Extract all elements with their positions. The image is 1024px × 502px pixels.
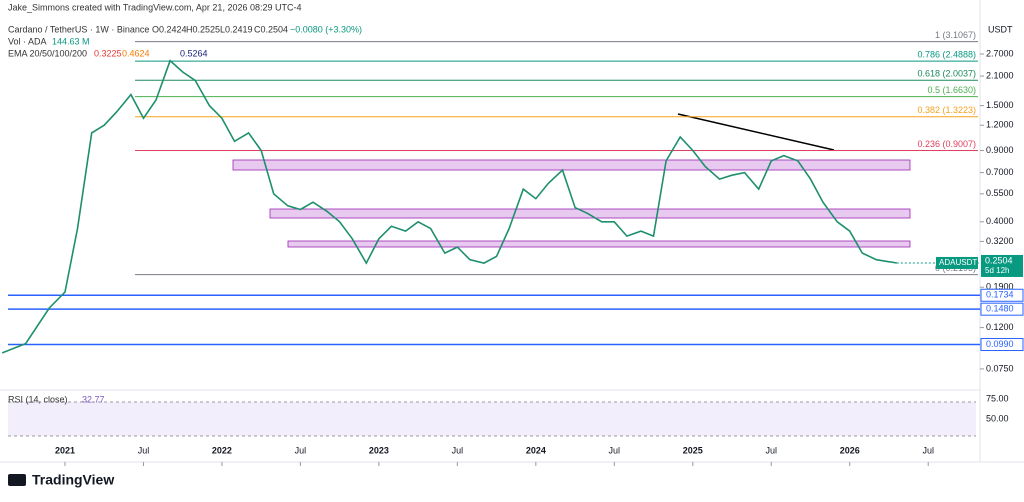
resistance-zone [269, 208, 911, 219]
x-tick-label: Jul [138, 445, 150, 455]
rsi-value: 32.77 [82, 394, 105, 404]
vol-value: 144.63 M [52, 36, 90, 46]
y-tick-label: 1.5000 [986, 100, 1014, 110]
ema-label: EMA 20/50/100/200 [8, 48, 87, 58]
rsi-tick: 75.00 [986, 393, 1009, 403]
resistance-zone [287, 240, 911, 248]
y-tick-label: 0.1900 [986, 282, 1014, 292]
rsi-band [8, 402, 976, 436]
logo: TradingView [32, 472, 114, 488]
rsi-tick: 50.00 [986, 413, 1009, 423]
support-tag [980, 338, 1024, 352]
trend-line [677, 113, 835, 151]
change: −0.0080 (+3.30%) [290, 24, 362, 34]
close: C0.2504 [254, 24, 288, 34]
ema-value: 0.4624 [122, 48, 150, 58]
price-line [1, 59, 897, 354]
low: L0.2419 [220, 24, 253, 34]
support-tag [980, 302, 1024, 316]
x-tick-label: 2025 [683, 445, 703, 455]
symbol-tag-label: ADAUSDT [939, 258, 977, 267]
fib-label: 0.382 (1.3223) [917, 105, 976, 115]
fib-label: 0.236 (0.9007) [917, 139, 976, 149]
currency: USDT [988, 24, 1013, 34]
x-tick-label: Jul [452, 445, 464, 455]
ema-value: 0.5264 [180, 48, 208, 58]
high: H0.2525 [186, 24, 220, 34]
credit: Jake_Simmons created with TradingView.co… [8, 2, 301, 12]
x-tick-label: Jul [609, 445, 621, 455]
x-tick-label: 2024 [526, 445, 546, 455]
symbol: Cardano / TetherUS · 1W · Binance [8, 24, 149, 34]
ema-value: 0.3225 [94, 48, 122, 58]
x-tick-label: 2021 [55, 445, 75, 455]
symbol-tag [936, 256, 978, 269]
fib-label: 0.786 (2.4888) [917, 50, 976, 60]
fib-label: 0.5 (1.6630) [927, 85, 976, 95]
y-tick-label: 0.7000 [986, 167, 1014, 177]
support-label: 0.0990 [986, 339, 1014, 349]
resistance-zone [232, 159, 911, 171]
logo-mark [8, 474, 26, 486]
y-tick-label: 2.7000 [986, 48, 1014, 58]
fib-label: 0.618 (2.0037) [917, 69, 976, 79]
support-label: 0.1480 [986, 304, 1014, 314]
y-tick-label: 1.2000 [986, 120, 1014, 130]
y-tick-label: 0.9000 [986, 145, 1014, 155]
x-tick-label: Jul [922, 445, 934, 455]
x-tick-label: Jul [295, 445, 307, 455]
support-label: 0.1734 [986, 290, 1014, 300]
y-tick-label: 2.1000 [986, 70, 1014, 80]
open: O0.2424 [152, 24, 187, 34]
x-tick-label: 2022 [212, 445, 232, 455]
y-tick-label: 0.0750 [986, 363, 1014, 373]
fib-label: 1 (3.1067) [935, 30, 976, 40]
rsi-label: RSI (14, close) [8, 394, 68, 404]
countdown: 5d 12h [985, 266, 1009, 275]
y-tick-label: 0.3200 [986, 236, 1014, 246]
vol-label: Vol · ADA [8, 36, 47, 46]
y-tick-label: 0.4000 [986, 216, 1014, 226]
price-tag [981, 254, 1023, 277]
x-tick-label: 2026 [840, 445, 860, 455]
x-tick-label: Jul [765, 445, 777, 455]
support-tag [980, 288, 1024, 302]
x-tick-label: 2023 [369, 445, 389, 455]
y-tick-label: 0.5500 [986, 188, 1014, 198]
y-tick-label: 0.1200 [986, 322, 1014, 332]
price-tag-label: 0.2504 [985, 255, 1013, 265]
